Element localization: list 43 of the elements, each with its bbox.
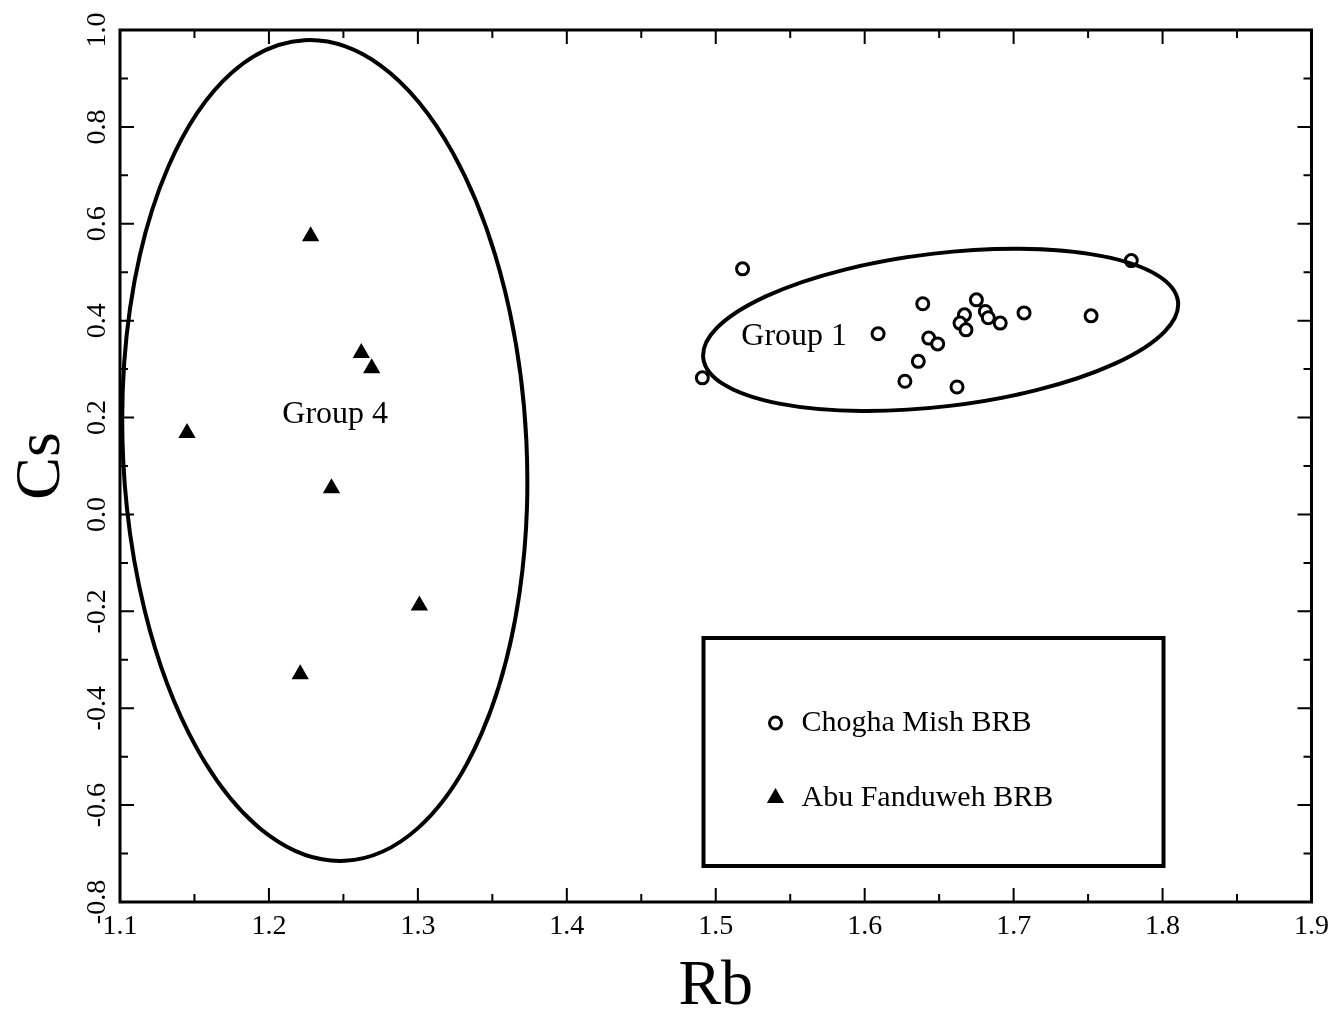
point	[897, 373, 913, 389]
legend-label: Abu Fanduweh BRB	[801, 778, 1054, 812]
y-tick-label: 0.2	[80, 400, 112, 436]
x-tick-label: 1.6	[847, 909, 883, 941]
point	[958, 322, 974, 338]
point	[915, 296, 931, 312]
y-tick-label: 0.8	[80, 109, 112, 145]
point	[1083, 308, 1099, 324]
point	[735, 261, 751, 277]
x-tick-label: 1.2	[251, 909, 287, 941]
point	[949, 379, 965, 395]
point	[411, 597, 427, 611]
y-tick-label: -0.2	[80, 589, 112, 634]
y-tick-label: 1.0	[80, 12, 112, 48]
x-tick-label: 1.8	[1145, 909, 1181, 941]
point	[980, 310, 996, 326]
point	[292, 665, 308, 680]
point	[1016, 305, 1032, 321]
point	[323, 479, 340, 494]
y-tick-label: 0.0	[80, 496, 112, 532]
y-tick-label: 0.4	[80, 303, 112, 339]
point	[179, 424, 195, 439]
point	[364, 359, 380, 374]
point	[930, 336, 946, 352]
annotation: Group 1	[741, 316, 848, 353]
y-axis-title: Cs	[2, 432, 74, 500]
x-tick-label: 1.4	[549, 909, 585, 941]
point	[870, 326, 886, 342]
point	[968, 292, 984, 308]
point	[353, 344, 369, 359]
x-axis-title: Rb	[678, 947, 754, 1019]
y-tick-label: -0.6	[80, 782, 112, 828]
x-tick-label: 1.5	[698, 909, 734, 941]
point	[910, 353, 926, 369]
y-tick-label: 0.6	[80, 206, 112, 242]
annotation: Group 4	[282, 393, 389, 430]
legend-label: Chogha Mish BRB	[801, 703, 1032, 737]
x-tick-label: 1.7	[996, 909, 1032, 941]
point	[992, 315, 1008, 331]
y-tick-label: -0.4	[80, 686, 112, 731]
x-tick-label: 1.3	[400, 909, 436, 941]
x-tick-label: 1.9	[1294, 909, 1329, 941]
point	[694, 370, 710, 386]
